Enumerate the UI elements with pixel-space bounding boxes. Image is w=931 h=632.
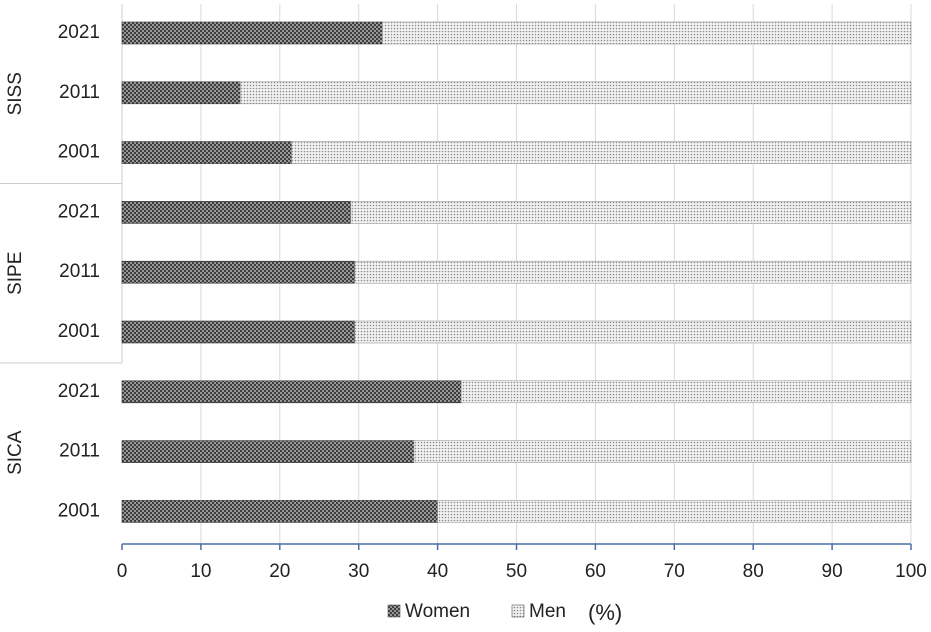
legend-swatch-men <box>511 604 525 618</box>
category-label: 2001 <box>58 321 100 342</box>
group-label: SIPE <box>5 252 26 295</box>
bar-women <box>121 201 352 224</box>
x-tick-label: 70 <box>664 561 685 582</box>
x-tick-label: 90 <box>822 561 843 582</box>
bar-women <box>121 440 415 463</box>
bar-women <box>121 380 462 404</box>
category-label: 2021 <box>58 201 100 222</box>
group-label: SISS <box>5 72 26 115</box>
bar-women <box>121 81 241 105</box>
legend-swatch-women <box>387 604 401 618</box>
group-labels: SISS 2021 2011 2001 SIPE 2021 2011 2001 SICA 2021… <box>0 4 123 521</box>
x-tick-label: 30 <box>348 561 369 582</box>
bar-women <box>121 260 356 284</box>
category-label: 2001 <box>58 142 100 163</box>
category-label: 2021 <box>58 22 100 43</box>
x-axis: 0 10 20 30 40 50 60 70 80 90 100 <box>117 543 927 582</box>
bar-men <box>240 81 912 105</box>
bar-women <box>121 21 383 45</box>
x-tick-label: 80 <box>743 561 764 582</box>
group-label: SICA <box>5 430 26 475</box>
x-tick-label: 40 <box>427 561 448 582</box>
x-tick-label: 10 <box>190 561 211 582</box>
bar-men <box>382 21 912 45</box>
category-label: 2011 <box>59 82 100 103</box>
category-label: 2021 <box>58 381 100 402</box>
x-tick-label: 50 <box>506 561 527 582</box>
bar-men <box>354 260 912 284</box>
bar-men <box>291 141 912 164</box>
bar-men <box>460 380 912 404</box>
x-tick-label: 20 <box>269 561 290 582</box>
x-axis-unit-label: (%) <box>588 600 622 625</box>
bar-men <box>413 440 912 463</box>
bars <box>121 21 912 523</box>
bar-women <box>121 500 438 523</box>
bar-women <box>121 141 292 164</box>
x-tick-label: 100 <box>895 561 927 582</box>
bar-men <box>437 500 912 523</box>
legend-label-women: Women <box>405 601 470 622</box>
legend-label-men: Men <box>529 601 566 622</box>
bar-men <box>350 201 912 224</box>
legend: Women Men (%) <box>387 600 622 625</box>
bar-men <box>354 320 912 344</box>
category-label: 2011 <box>59 261 100 282</box>
category-label: 2001 <box>58 500 100 521</box>
x-tick-label: 60 <box>585 561 606 582</box>
x-tick-label: 0 <box>117 561 128 582</box>
bar-women <box>121 320 356 344</box>
category-label: 2011 <box>59 441 100 462</box>
